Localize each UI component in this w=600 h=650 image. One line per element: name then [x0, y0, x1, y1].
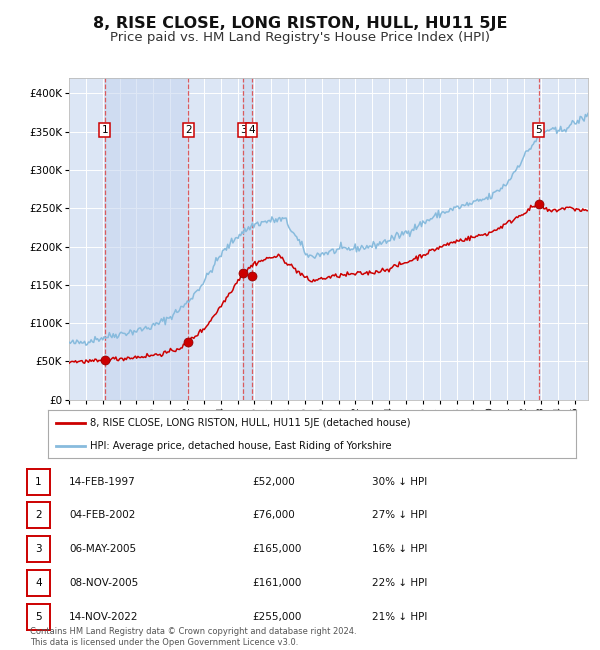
- Bar: [105, 78, 188, 400]
- Text: Contains HM Land Registry data © Crown copyright and database right 2024.
This d: Contains HM Land Registry data © Crown c…: [30, 627, 356, 647]
- Text: 27% ↓ HPI: 27% ↓ HPI: [372, 510, 427, 521]
- Bar: [244, 78, 252, 400]
- Text: 4: 4: [35, 578, 42, 588]
- Text: HPI: Average price, detached house, East Riding of Yorkshire: HPI: Average price, detached house, East…: [90, 441, 392, 451]
- Text: £161,000: £161,000: [252, 578, 301, 588]
- Text: 30% ↓ HPI: 30% ↓ HPI: [372, 476, 427, 487]
- Text: £76,000: £76,000: [252, 510, 295, 521]
- Text: 5: 5: [35, 612, 42, 622]
- Text: 3: 3: [240, 125, 247, 135]
- Text: 3: 3: [35, 544, 42, 554]
- Text: 04-FEB-2002: 04-FEB-2002: [69, 510, 136, 521]
- Text: 2: 2: [185, 125, 192, 135]
- Text: £52,000: £52,000: [252, 476, 295, 487]
- Text: 1: 1: [35, 476, 42, 487]
- Text: 1: 1: [101, 125, 108, 135]
- Text: 2: 2: [35, 510, 42, 521]
- Text: 14-NOV-2022: 14-NOV-2022: [69, 612, 139, 622]
- Text: Price paid vs. HM Land Registry's House Price Index (HPI): Price paid vs. HM Land Registry's House …: [110, 31, 490, 44]
- Text: 8, RISE CLOSE, LONG RISTON, HULL, HU11 5JE: 8, RISE CLOSE, LONG RISTON, HULL, HU11 5…: [93, 16, 507, 31]
- Text: 14-FEB-1997: 14-FEB-1997: [69, 476, 136, 487]
- Text: £255,000: £255,000: [252, 612, 301, 622]
- Text: 22% ↓ HPI: 22% ↓ HPI: [372, 578, 427, 588]
- Text: 08-NOV-2005: 08-NOV-2005: [69, 578, 138, 588]
- Text: 5: 5: [535, 125, 542, 135]
- Text: 21% ↓ HPI: 21% ↓ HPI: [372, 612, 427, 622]
- Text: 16% ↓ HPI: 16% ↓ HPI: [372, 544, 427, 554]
- Text: 8, RISE CLOSE, LONG RISTON, HULL, HU11 5JE (detached house): 8, RISE CLOSE, LONG RISTON, HULL, HU11 5…: [90, 418, 411, 428]
- Text: 4: 4: [248, 125, 255, 135]
- Text: £165,000: £165,000: [252, 544, 301, 554]
- Text: 06-MAY-2005: 06-MAY-2005: [69, 544, 136, 554]
